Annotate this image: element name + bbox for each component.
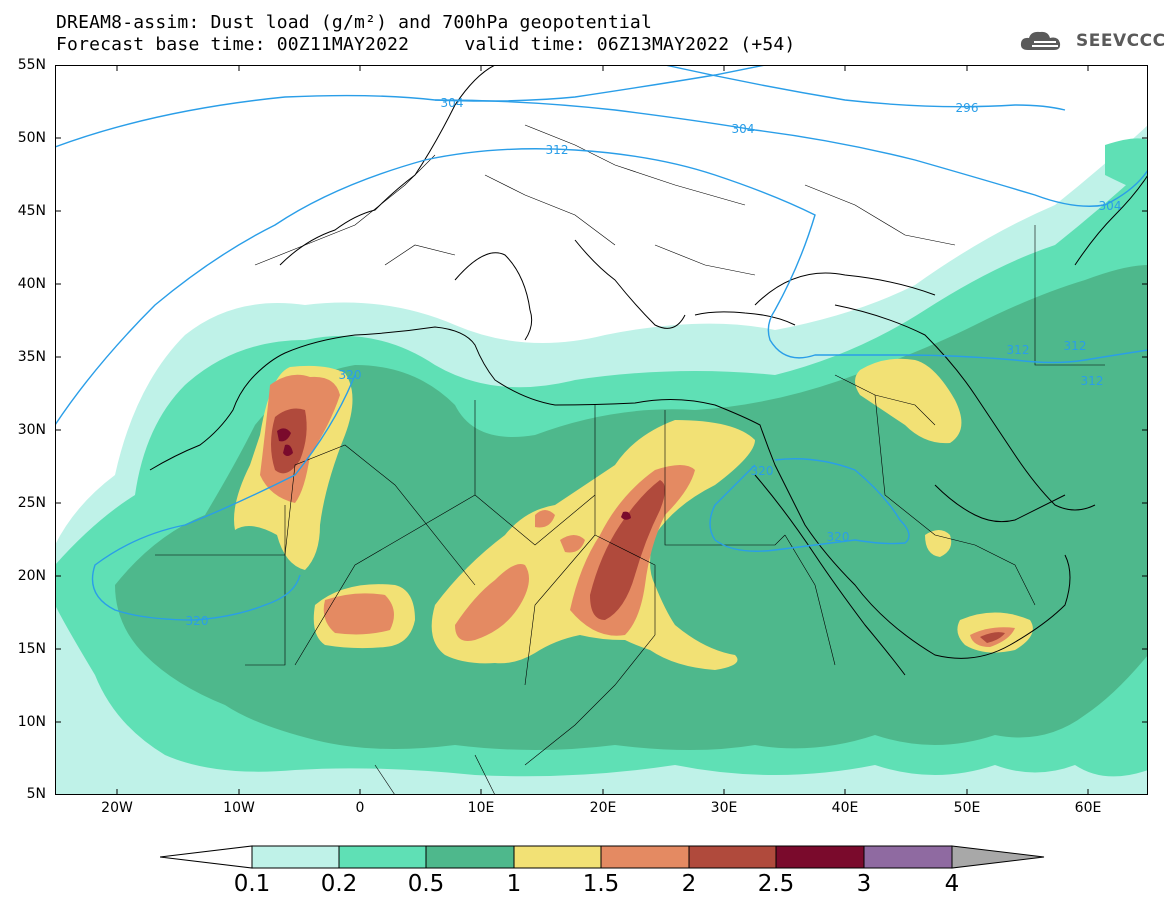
colorbar-swatch bbox=[251, 845, 340, 869]
lon-label: 40E bbox=[831, 800, 859, 816]
country-borders bbox=[155, 124, 1105, 795]
colorbar-swatch bbox=[688, 845, 777, 869]
logo-text: SEEVCCC bbox=[1076, 31, 1165, 51]
contour-label: 320 bbox=[751, 464, 774, 478]
contour-label: 312 bbox=[1007, 343, 1030, 357]
lat-label: 40N bbox=[17, 276, 46, 292]
lat-label: 5N bbox=[26, 786, 46, 802]
lat-label: 15N bbox=[17, 641, 46, 657]
colorbar-swatch bbox=[775, 845, 865, 869]
contour-label: 320 bbox=[339, 368, 362, 382]
colorbar-label: 0.5 bbox=[407, 871, 445, 897]
contour-label: 304 bbox=[732, 122, 755, 136]
map-title: DREAM8-assim: Dust load (g/m²) and 700hP… bbox=[56, 12, 652, 33]
lat-label: 50N bbox=[17, 130, 46, 146]
lon-label: 50E bbox=[953, 800, 981, 816]
lon-label: 60E bbox=[1074, 800, 1102, 816]
colorbar-over-arrow bbox=[951, 845, 1045, 869]
contour-label: 312 bbox=[1064, 339, 1087, 353]
coastlines bbox=[149, 65, 1148, 676]
colorbar-label: 0.2 bbox=[320, 871, 358, 897]
lon-label: 20W bbox=[101, 800, 133, 816]
dust-level-2.5 bbox=[277, 428, 631, 520]
colorbar-label: 0.1 bbox=[233, 871, 271, 897]
lat-label: 20N bbox=[17, 568, 46, 584]
contour-label: 296 bbox=[956, 101, 979, 115]
colorbar-swatch bbox=[600, 845, 690, 869]
lat-label: 35N bbox=[17, 349, 46, 365]
colorbar-swatch bbox=[863, 845, 953, 869]
lon-label: 10W bbox=[223, 800, 255, 816]
contour-labels: 304 296 304 312 304 320 312 312 312 320 … bbox=[186, 96, 1122, 628]
lat-label: 30N bbox=[17, 422, 46, 438]
colorbar bbox=[160, 845, 1045, 869]
lon-label: 30E bbox=[710, 800, 738, 816]
colorbar-label: 3 bbox=[856, 871, 872, 897]
contour-label: 312 bbox=[546, 143, 569, 157]
lon-label: 20E bbox=[589, 800, 617, 816]
contour-label: 304 bbox=[441, 96, 464, 110]
geopotential-contours bbox=[55, 65, 1148, 621]
colorbar-swatch bbox=[425, 845, 515, 869]
contour-label: 320 bbox=[186, 614, 209, 628]
lon-label: 0 bbox=[355, 800, 365, 816]
colorbar-label: 1 bbox=[506, 871, 522, 897]
forecast-time-subtitle: Forecast base time: 00Z11MAY2022 valid t… bbox=[56, 34, 796, 55]
lat-label: 45N bbox=[17, 203, 46, 219]
dust-load-map: 304 296 304 312 304 320 312 312 312 320 … bbox=[55, 65, 1148, 795]
colorbar-label: 4 bbox=[944, 871, 960, 897]
contour-label: 312 bbox=[1081, 374, 1104, 388]
colorbar-under-arrow bbox=[160, 845, 253, 869]
axis-ticks bbox=[55, 65, 1148, 795]
seevccc-logo: SEEVCCC bbox=[1018, 28, 1165, 54]
colorbar-swatch bbox=[513, 845, 602, 869]
dust-level-2 bbox=[271, 408, 1005, 643]
lon-label: 10E bbox=[467, 800, 495, 816]
contour-label: 320 bbox=[827, 530, 850, 544]
colorbar-label: 2.5 bbox=[757, 871, 795, 897]
lat-label: 10N bbox=[17, 714, 46, 730]
colorbar-label: 2 bbox=[681, 871, 697, 897]
lat-label: 55N bbox=[17, 57, 46, 73]
cloud-icon bbox=[1020, 31, 1061, 50]
contour-label: 304 bbox=[1099, 199, 1122, 213]
lat-label: 25N bbox=[17, 495, 46, 511]
colorbar-swatch bbox=[338, 845, 427, 869]
colorbar-label: 1.5 bbox=[582, 871, 620, 897]
